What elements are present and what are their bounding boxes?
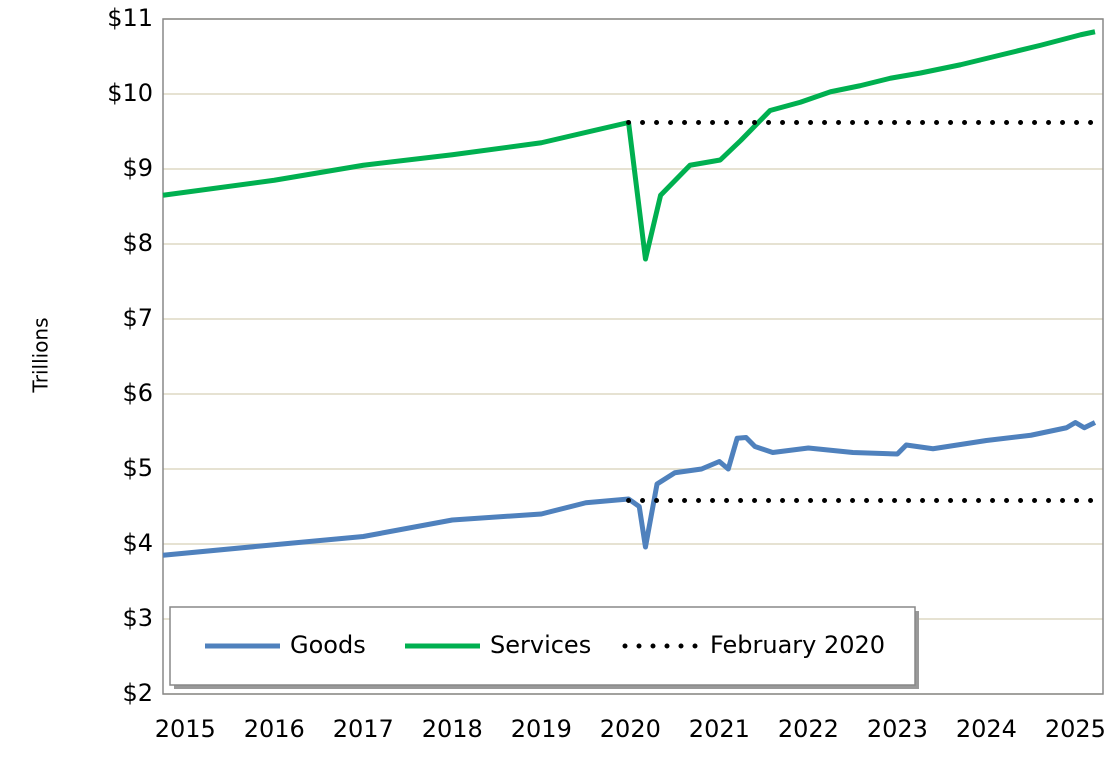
y-tick-label: $8 bbox=[122, 229, 153, 257]
y-tick-label: $7 bbox=[122, 304, 153, 332]
x-tick-label: 2018 bbox=[422, 715, 483, 743]
legend-label: February 2020 bbox=[710, 631, 885, 659]
plot-border bbox=[162, 18, 1104, 695]
y-tick-label: $2 bbox=[122, 679, 153, 707]
y-tick-label: $4 bbox=[122, 529, 153, 557]
x-tick-label: 2016 bbox=[244, 715, 305, 743]
series-line bbox=[162, 29, 1096, 262]
x-tick-label: 2025 bbox=[1045, 715, 1106, 743]
y-tick-label: $3 bbox=[122, 604, 153, 632]
legend-label: Goods bbox=[290, 631, 366, 659]
x-tick-label: 2019 bbox=[511, 715, 572, 743]
legend-box bbox=[169, 606, 916, 686]
x-tick-label: 2022 bbox=[778, 715, 839, 743]
y-tick-label: $5 bbox=[122, 454, 153, 482]
y-tick-label: $6 bbox=[122, 379, 153, 407]
x-tick-label: 2017 bbox=[333, 715, 394, 743]
x-tick-label: 2020 bbox=[600, 715, 661, 743]
x-tick-label: 2024 bbox=[956, 715, 1017, 743]
series-line bbox=[626, 120, 1098, 503]
x-tick-label: 2015 bbox=[155, 715, 216, 743]
y-tick-label: $11 bbox=[107, 4, 153, 32]
x-tick-label: 2021 bbox=[689, 715, 750, 743]
series-line bbox=[162, 420, 1097, 558]
y-axis-label: Trillions bbox=[29, 317, 53, 393]
y-tick-label: $9 bbox=[122, 154, 153, 182]
x-tick-label: 2023 bbox=[867, 715, 928, 743]
y-tick-label: $10 bbox=[107, 79, 153, 107]
legend-label: Services bbox=[490, 631, 591, 659]
